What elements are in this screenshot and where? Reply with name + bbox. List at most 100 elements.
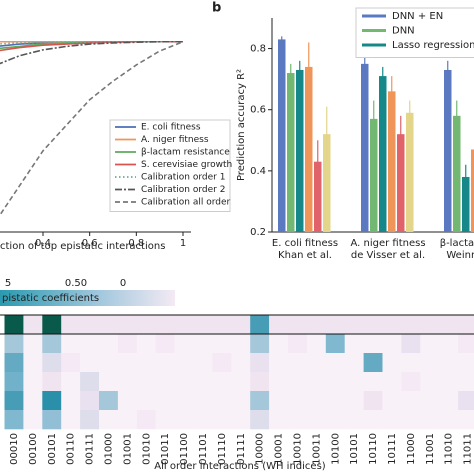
heatmap-cell: [401, 315, 421, 335]
x-tick-label: 10110: [368, 433, 379, 465]
heatmap-cell: [231, 410, 251, 430]
heatmap-cell: [231, 315, 251, 335]
heatmap-cell: [136, 315, 156, 335]
heatmap-cell: [61, 334, 81, 354]
heatmap-cell: [80, 334, 100, 354]
heatmap-cell: [325, 334, 345, 354]
heatmap-cell: [344, 353, 364, 373]
heatmap-cell: [212, 353, 232, 373]
heatmap-cell: [99, 391, 119, 411]
bar: [471, 149, 474, 232]
x-tick-label: β-lactam res: [440, 238, 474, 249]
legend-label: Calibration order 2: [141, 185, 225, 195]
x-tick-label: 11000: [406, 433, 417, 465]
heatmap-cell: [80, 410, 100, 430]
legend-label: DNN: [392, 26, 415, 37]
heatmap-cell: [306, 315, 327, 335]
heatmap-cell: [288, 353, 308, 373]
legend-label: A. niger fitness: [141, 135, 209, 145]
bar: [323, 134, 331, 232]
heatmap-cell: [344, 410, 364, 430]
heatmap-cell: [23, 334, 43, 354]
heatmap-cell: [288, 315, 308, 335]
bar: [305, 66, 313, 233]
colorbar: [0, 290, 175, 306]
heatmap-cell: [4, 410, 24, 430]
x-tick-label: E. coli fitness: [272, 238, 338, 249]
heatmap-cell: [420, 353, 440, 373]
heatmap-cell: [193, 410, 213, 430]
x-tick-label: 01110: [217, 433, 228, 465]
heatmap-cell: [363, 315, 383, 335]
heatmap-cell: [344, 334, 364, 354]
x-tick-label: 00111: [85, 433, 96, 465]
heatmap-cell: [155, 372, 175, 392]
heatmap-cell: [401, 334, 421, 354]
x-tick-label: 10100: [330, 433, 341, 465]
heatmap-cell: [155, 334, 175, 354]
x-tick-label: 01100: [179, 433, 190, 465]
x-tick-label: .2: [0, 238, 1, 249]
heatmap-cell: [23, 315, 43, 335]
heatmap-cell: [174, 315, 194, 335]
heatmap-cell: [80, 372, 100, 392]
heatmap-cell: [420, 334, 440, 354]
x-tick-label: 10001: [274, 433, 285, 465]
heatmap-cell: [306, 410, 327, 430]
heatmap-cell: [401, 391, 421, 411]
bar: [388, 91, 396, 232]
heatmap-cell: [382, 353, 402, 373]
y-tick-label: 0.8: [250, 44, 266, 55]
heatmap-cell: [23, 391, 43, 411]
x-tick-label: 11011: [463, 433, 474, 465]
x-tick-label: 10101: [349, 433, 360, 465]
heatmap-cell: [382, 410, 402, 430]
legend-label: Calibration order 1: [141, 173, 225, 183]
x-tick-label: A. niger fitness: [350, 238, 425, 249]
heatmap-cell: [325, 391, 345, 411]
heatmap-cell: [80, 391, 100, 411]
heatmap-cell: [269, 410, 289, 430]
heatmap-cell: [306, 391, 327, 411]
line-series: [0, 40, 183, 65]
heatmap-cell: [23, 372, 43, 392]
x-tick-label: 11001: [425, 433, 436, 465]
heatmap-cell: [136, 334, 156, 354]
x-tick-sublabel: Weinreich: [446, 250, 474, 261]
heatmap-cell: [4, 372, 24, 392]
bar: [397, 134, 405, 232]
heatmap-cell: [231, 353, 251, 373]
heatmap-cell: [458, 315, 474, 335]
y-tick-label: 0.6: [250, 105, 266, 116]
heatmap-cell: [420, 410, 440, 430]
bar: [296, 69, 304, 232]
x-tick-sublabel: Khan et al.: [278, 250, 332, 261]
colorbar-tick-label: 0: [120, 278, 126, 289]
heatmap-cell: [439, 372, 459, 392]
heatmap-cell: [458, 372, 474, 392]
heatmap-cell: [458, 391, 474, 411]
heatmap-cell: [174, 410, 194, 430]
heatmap-cell: [382, 391, 402, 411]
heatmap-cell: [363, 353, 383, 373]
x-tick-label: 00010: [9, 433, 20, 465]
heatmap-cell: [401, 353, 421, 373]
heatmap-cell: [23, 410, 43, 430]
x-tick-label: 10111: [387, 433, 398, 465]
heatmap-cell: [42, 372, 62, 392]
x-tick-label: 10011: [311, 433, 322, 465]
heatmap-cell: [212, 391, 232, 411]
heatmap-cell: [231, 372, 251, 392]
y-tick-label: 0.4: [250, 166, 266, 177]
heatmap-cell: [99, 353, 119, 373]
heatmap-cell: [61, 353, 81, 373]
x-tick-label: 10010: [292, 433, 303, 465]
heatmap-cell: [288, 372, 308, 392]
heatmap-cell: [306, 334, 327, 354]
heatmap-cell: [174, 353, 194, 373]
heatmap-cell: [99, 410, 119, 430]
heatmap-cell: [439, 353, 459, 373]
heatmap-cell: [155, 315, 175, 335]
heatmap-cell: [231, 334, 251, 354]
heatmap-cell: [174, 334, 194, 354]
